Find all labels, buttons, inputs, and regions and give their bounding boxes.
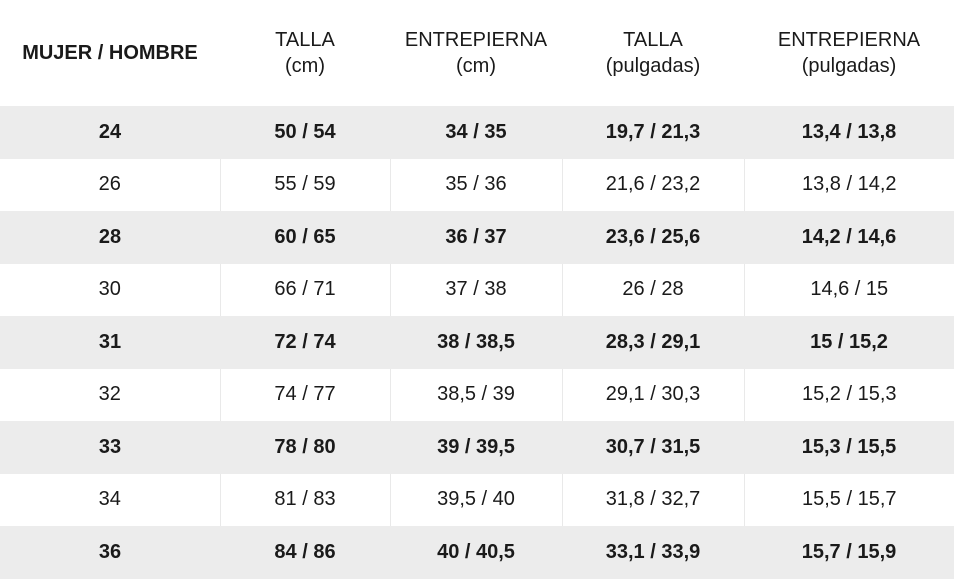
cell-talla-pulgadas: 28,3 / 29,1	[562, 316, 744, 369]
cell-size: 26	[0, 158, 220, 211]
cell-entrepierna-pulgadas: 13,4 / 13,8	[744, 106, 954, 159]
header-label: TALLA	[275, 28, 335, 51]
table-row: 36 84 / 86 40 / 40,5 33,1 / 33,9 15,7 / …	[0, 526, 954, 579]
cell-talla-cm: 66 / 71	[219, 263, 390, 316]
cell-talla-pulgadas: 30,7 / 31,5	[562, 421, 744, 474]
cell-entrepierna-cm: 38 / 38,5	[390, 316, 562, 369]
table-row: 31 72 / 74 38 / 38,5 28,3 / 29,1 15 / 15…	[0, 316, 954, 369]
cell-size: 32	[0, 368, 220, 421]
cell-talla-pulgadas: 29,1 / 30,3	[561, 368, 744, 421]
header-unit: (cm)	[456, 54, 496, 77]
table-row: 26 55 / 59 35 / 36 21,6 / 23,2 13,8 / 14…	[0, 158, 954, 211]
cell-talla-pulgadas: 23,6 / 25,6	[562, 211, 744, 264]
cell-talla-cm: 84 / 86	[220, 526, 390, 579]
header-unit: (pulgadas)	[801, 54, 897, 77]
table-row: 33 78 / 80 39 / 39,5 30,7 / 31,5 15,3 / …	[0, 421, 954, 474]
header-label: MUJER / HOMBRE	[22, 41, 198, 64]
cell-size: 30	[0, 263, 220, 316]
cell-entrepierna-cm: 39,5 / 40	[389, 473, 562, 526]
header-label: ENTREPIERNA	[777, 28, 921, 51]
header-entrepierna-pulgadas: ENTREPIERNA (pulgadas)	[744, 0, 954, 106]
table-row: 28 60 / 65 36 / 37 23,6 / 25,6 14,2 / 14…	[0, 211, 954, 264]
cell-talla-cm: 60 / 65	[220, 211, 390, 264]
cell-entrepierna-pulgadas: 15,7 / 15,9	[744, 526, 954, 579]
size-chart-header: MUJER / HOMBRE TALLA (cm) ENTREPIERNA (c…	[0, 0, 954, 106]
cell-talla-pulgadas: 19,7 / 21,3	[562, 106, 744, 159]
cell-talla-pulgadas: 26 / 28	[561, 263, 744, 316]
cell-talla-cm: 50 / 54	[220, 106, 390, 159]
cell-talla-cm: 72 / 74	[220, 316, 390, 369]
cell-size: 28	[0, 211, 220, 264]
cell-talla-cm: 55 / 59	[219, 158, 390, 211]
cell-entrepierna-cm: 39 / 39,5	[390, 421, 562, 474]
cell-entrepierna-pulgadas: 15,3 / 15,5	[744, 421, 954, 474]
cell-talla-cm: 81 / 83	[219, 473, 390, 526]
cell-size: 24	[0, 106, 220, 159]
cell-entrepierna-cm: 38,5 / 39	[389, 368, 562, 421]
cell-entrepierna-cm: 40 / 40,5	[390, 526, 562, 579]
cell-entrepierna-cm: 36 / 37	[390, 211, 562, 264]
cell-entrepierna-pulgadas: 14,2 / 14,6	[744, 211, 954, 264]
cell-talla-cm: 74 / 77	[219, 368, 390, 421]
cell-entrepierna-cm: 34 / 35	[390, 106, 562, 159]
header-talla-cm: TALLA (cm)	[220, 0, 390, 106]
header-label: ENTREPIERNA	[404, 28, 548, 51]
header-unit: (pulgadas)	[605, 54, 701, 77]
header-entrepierna-cm: ENTREPIERNA (cm)	[390, 0, 562, 106]
header-mujer-hombre: MUJER / HOMBRE	[0, 0, 220, 106]
cell-size: 31	[0, 316, 220, 369]
header-talla-pulgadas: TALLA (pulgadas)	[562, 0, 744, 106]
cell-entrepierna-pulgadas: 14,6 / 15	[743, 263, 954, 316]
table-row: 30 66 / 71 37 / 38 26 / 28 14,6 / 15	[0, 263, 954, 316]
header-label: TALLA	[623, 28, 683, 51]
cell-talla-pulgadas: 31,8 / 32,7	[561, 473, 744, 526]
cell-talla-pulgadas: 21,6 / 23,2	[561, 158, 744, 211]
table-row: 34 81 / 83 39,5 / 40 31,8 / 32,7 15,5 / …	[0, 473, 954, 526]
cell-entrepierna-cm: 35 / 36	[389, 158, 562, 211]
table-row: 32 74 / 77 38,5 / 39 29,1 / 30,3 15,2 / …	[0, 368, 954, 421]
cell-entrepierna-pulgadas: 15,5 / 15,7	[743, 473, 954, 526]
cell-entrepierna-pulgadas: 13,8 / 14,2	[743, 158, 954, 211]
header-row: MUJER / HOMBRE TALLA (cm) ENTREPIERNA (c…	[0, 0, 954, 106]
cell-entrepierna-pulgadas: 15,2 / 15,3	[743, 368, 954, 421]
cell-entrepierna-cm: 37 / 38	[389, 263, 562, 316]
header-unit: (cm)	[285, 54, 325, 77]
table-row: 24 50 / 54 34 / 35 19,7 / 21,3 13,4 / 13…	[0, 106, 954, 159]
cell-entrepierna-pulgadas: 15 / 15,2	[744, 316, 954, 369]
cell-talla-cm: 78 / 80	[220, 421, 390, 474]
cell-size: 36	[0, 526, 220, 579]
size-chart-body: 24 50 / 54 34 / 35 19,7 / 21,3 13,4 / 13…	[0, 106, 954, 579]
cell-size: 33	[0, 421, 220, 474]
cell-size: 34	[0, 473, 220, 526]
cell-talla-pulgadas: 33,1 / 33,9	[562, 526, 744, 579]
